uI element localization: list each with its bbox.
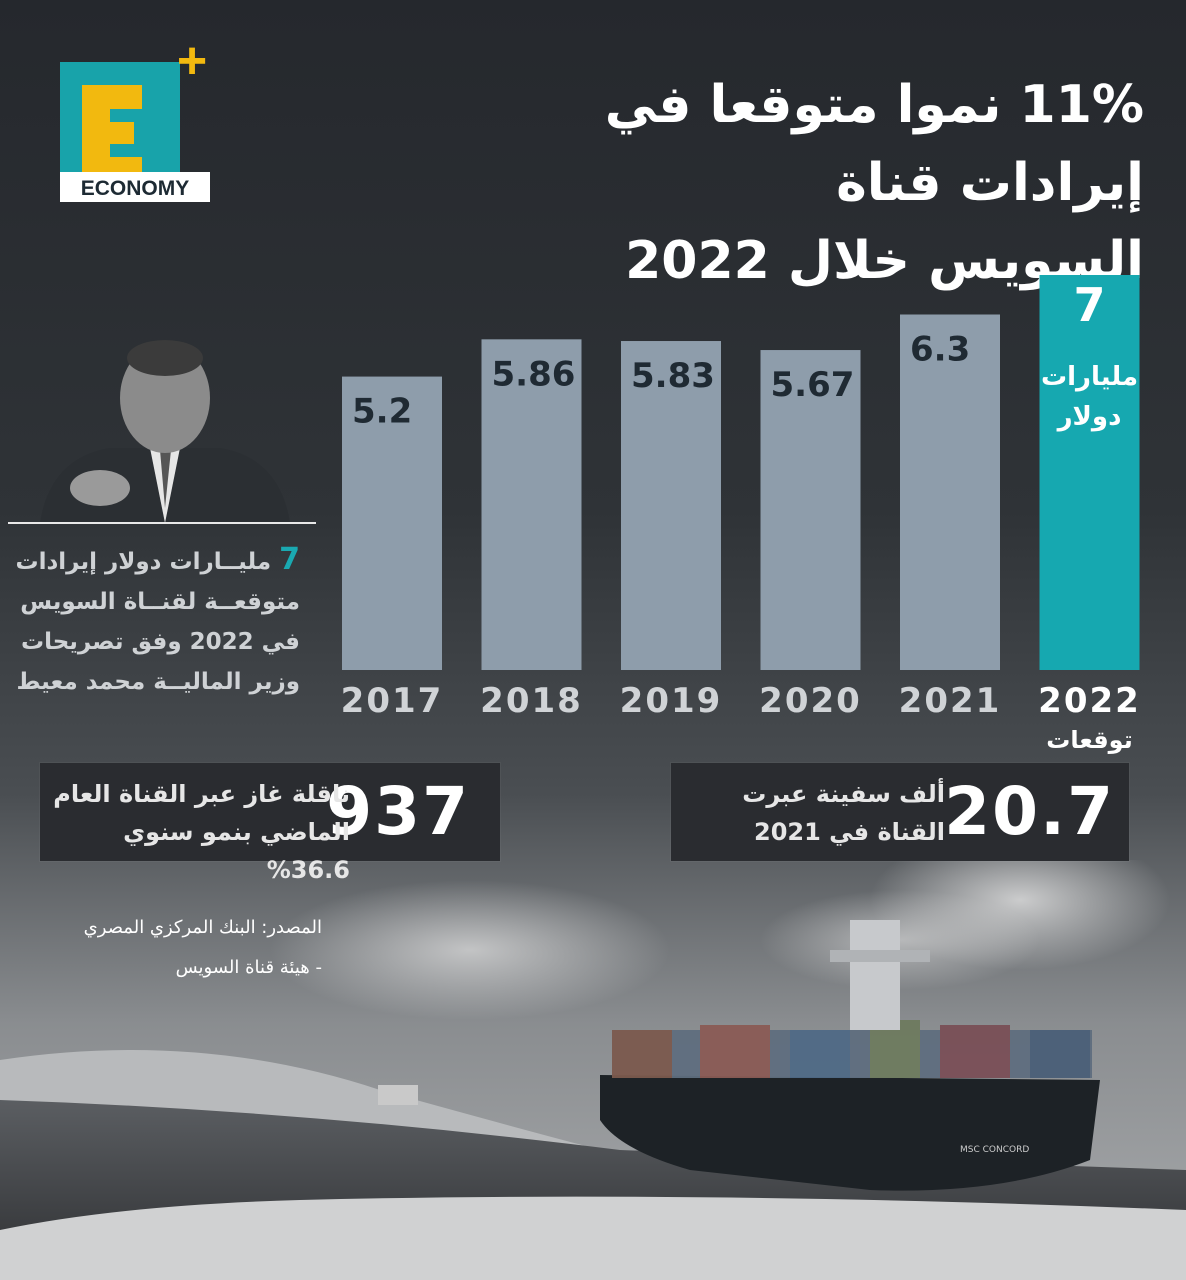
forecast-sublabel: توقعات bbox=[1046, 726, 1132, 754]
x-tick-2018: 2018 bbox=[480, 681, 583, 721]
page-title: 11% نموا متوقعا في إيرادات قناة السويس خ… bbox=[424, 66, 1144, 300]
stat-ships-value: 20.7 bbox=[944, 773, 1115, 850]
quote-body: مليــارات دولار إيرادات متوقعــة لقنــاة… bbox=[15, 549, 301, 695]
portrait-divider bbox=[8, 522, 316, 524]
minister-portrait bbox=[40, 340, 290, 523]
bar-2022 bbox=[1039, 275, 1140, 670]
unit-label-1: مليارات bbox=[1041, 362, 1138, 392]
source-line-2: - هيئة قناة السويس bbox=[175, 957, 322, 978]
bar-2017 bbox=[342, 376, 442, 670]
title-line-2: السويس خلال 2022 bbox=[625, 231, 1144, 291]
economy-plus-logo: ECONOMY + bbox=[60, 40, 210, 202]
x-tick-2019: 2019 bbox=[620, 681, 723, 721]
value-label-2021: 6.3 bbox=[910, 330, 970, 370]
x-tick-2020: 2020 bbox=[759, 681, 862, 721]
source-line-1: المصدر: البنك المركزي المصري bbox=[83, 917, 322, 938]
quote-text: 7 مليــارات دولار إيرادات متوقعــة لقنــ… bbox=[10, 540, 301, 702]
stat-gas-tankers-value: 937 bbox=[326, 773, 470, 850]
stat-gas-tankers: 937 ناقلة غاز عبر القناة العام الماضي بن… bbox=[40, 763, 500, 884]
value-label-2017: 5.2 bbox=[352, 392, 412, 432]
quote-number: 7 bbox=[279, 542, 300, 577]
svg-text:MSC CONCORD: MSC CONCORD bbox=[960, 1145, 1029, 1155]
title-line-1: 11% نموا متوقعا في إيرادات قناة bbox=[604, 75, 1144, 213]
value-label-2022: 7 bbox=[1073, 278, 1105, 332]
x-tick-2021: 2021 bbox=[899, 681, 1002, 721]
logo-plus: + bbox=[177, 40, 207, 90]
stat-ships: 20.7 ألف سفينة عبرت القناة في 2021 bbox=[671, 763, 1129, 861]
bar-2019 bbox=[621, 341, 721, 670]
stat-gas-tankers-text: ناقلة غاز عبر القناة العام الماضي بنمو س… bbox=[53, 780, 350, 884]
value-label-2020: 5.67 bbox=[771, 365, 855, 405]
stat-ships-text: ألف سفينة عبرت القناة في 2021 bbox=[742, 780, 945, 846]
source-note: المصدر: البنك المركزي المصري - هيئة قناة… bbox=[60, 908, 322, 988]
value-label-2018: 5.86 bbox=[492, 354, 576, 394]
bar-2018 bbox=[481, 339, 582, 670]
x-tick-2022: 2022 bbox=[1038, 681, 1141, 721]
value-label-2019: 5.83 bbox=[631, 356, 715, 396]
logo-word: ECONOMY bbox=[81, 177, 190, 200]
revenue-bar-chart: 5.2 2017 5.86 2018 5.83 2019 5.67 2020 6.3 2021 7 م… bbox=[341, 275, 1141, 754]
x-tick-2017: 2017 bbox=[341, 681, 444, 721]
bar-2021 bbox=[900, 314, 1000, 670]
unit-label-2: دولار bbox=[1056, 402, 1122, 432]
canal-ship-background: MSC CONCORD bbox=[0, 860, 1186, 1280]
bar-2020 bbox=[760, 350, 861, 670]
